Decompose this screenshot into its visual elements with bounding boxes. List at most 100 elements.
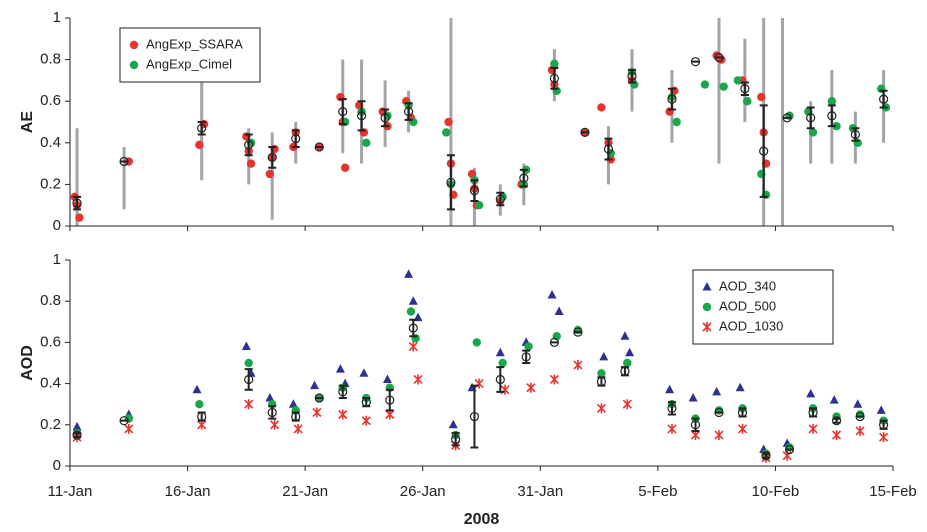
error-bar — [446, 154, 455, 211]
point — [596, 403, 606, 414]
mean-point — [385, 395, 395, 405]
legend-text: AOD_1030 — [719, 318, 783, 333]
mean-group — [469, 179, 480, 203]
point — [879, 432, 889, 443]
mean-point — [878, 420, 889, 430]
y-tick-label: 0.8 — [40, 292, 61, 309]
x-tick-label: 21-Jan — [282, 483, 328, 500]
legend-text: AOD_500 — [719, 298, 776, 313]
point — [806, 388, 816, 398]
mean-group — [580, 127, 590, 137]
mean-group — [404, 102, 414, 121]
mean-point — [667, 403, 677, 413]
mean-point — [197, 411, 207, 422]
point — [672, 117, 681, 127]
point — [442, 128, 451, 137]
point — [524, 342, 533, 351]
mean-group — [119, 156, 129, 167]
point — [853, 399, 863, 408]
point — [270, 419, 280, 430]
mean-group — [667, 87, 677, 111]
mean-group — [338, 98, 348, 126]
point — [832, 430, 842, 441]
plot-layer — [70, 18, 891, 226]
mean-group — [831, 416, 842, 426]
mean-point — [831, 416, 842, 426]
point — [312, 407, 322, 418]
mean-group — [361, 397, 371, 408]
mean-group — [878, 419, 889, 430]
mean-group — [314, 393, 324, 403]
mean-group — [740, 81, 750, 96]
point — [549, 374, 559, 385]
mean-point — [667, 94, 677, 104]
point — [827, 97, 837, 106]
mean-point — [314, 393, 324, 403]
mean-group — [197, 121, 207, 136]
mean-group — [451, 432, 461, 447]
mean-point — [404, 106, 414, 117]
point — [665, 384, 675, 394]
point — [733, 76, 743, 85]
point — [855, 425, 865, 436]
y-tick-label: 0.2 — [40, 416, 61, 433]
mean-point — [690, 420, 701, 430]
mean-point — [573, 327, 583, 337]
y-tick-label: 1 — [53, 9, 61, 26]
point — [547, 290, 557, 299]
mean-group — [119, 416, 129, 426]
y-tick-label: 0.6 — [40, 92, 61, 109]
point — [72, 421, 82, 431]
legend-marker — [129, 40, 139, 50]
error-bar — [385, 388, 394, 412]
mean-point — [596, 376, 607, 387]
error-bar — [879, 89, 888, 109]
point — [495, 347, 505, 357]
mean-point — [603, 144, 614, 154]
point — [735, 382, 745, 392]
mean-point — [244, 140, 254, 150]
point — [448, 419, 458, 429]
mean-point — [827, 111, 837, 121]
x-tick-label: 31-Jan — [517, 483, 563, 500]
y-tick-label: 0 — [53, 217, 61, 234]
mean-group — [469, 384, 480, 449]
mean-group — [690, 417, 701, 432]
point — [246, 159, 256, 168]
mean-group — [620, 366, 630, 377]
point — [408, 296, 418, 305]
point — [500, 384, 510, 395]
error-bar — [381, 108, 390, 128]
point — [474, 201, 484, 210]
mean-point — [451, 434, 461, 444]
mean-point — [620, 366, 630, 376]
point — [667, 423, 677, 434]
mean-group — [244, 368, 254, 391]
mean-point — [737, 407, 748, 418]
mean-group — [244, 133, 254, 157]
mean-point — [782, 113, 792, 123]
error-bar — [404, 102, 413, 121]
mean-group — [850, 127, 860, 142]
point — [526, 382, 536, 393]
mean-point — [580, 127, 590, 137]
error-bar — [244, 368, 253, 391]
point — [625, 347, 635, 357]
point — [700, 80, 710, 89]
mean-group — [314, 142, 324, 152]
point — [382, 374, 392, 383]
mean-group — [380, 108, 390, 128]
error-bar — [496, 366, 505, 393]
point — [743, 97, 752, 106]
mean-point — [119, 156, 129, 167]
mean-group — [603, 137, 614, 161]
point — [620, 331, 630, 340]
mean-point — [855, 411, 865, 422]
mean-group — [521, 349, 531, 364]
point — [338, 409, 348, 420]
mean-point — [714, 52, 724, 63]
point — [737, 423, 748, 434]
point — [498, 358, 507, 368]
mean-point — [495, 194, 505, 204]
